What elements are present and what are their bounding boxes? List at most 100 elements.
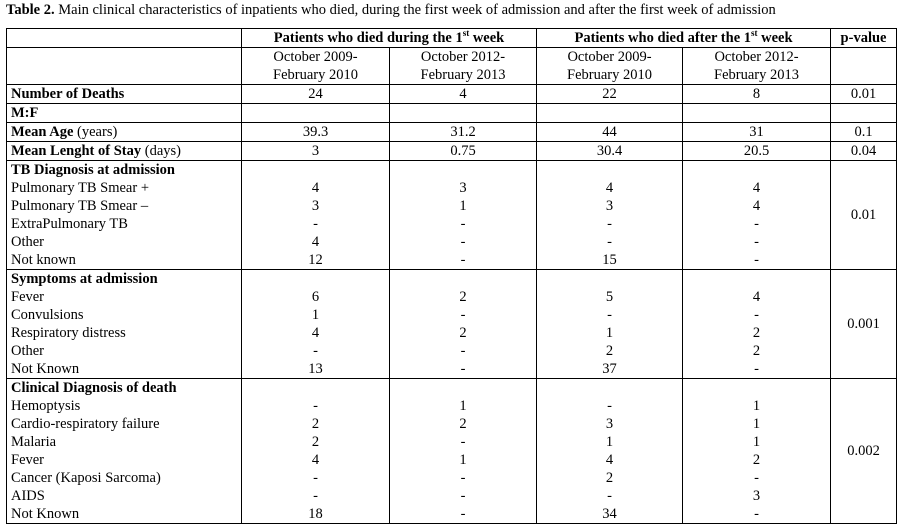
table-cell: 1 [459, 398, 467, 414]
section-title-spacer [394, 270, 532, 288]
item-label: Other [11, 234, 45, 250]
table-cell: 15 [602, 252, 617, 268]
table-cell: 13 [308, 361, 323, 377]
table-cell: 6 [311, 289, 320, 305]
section-column-1: - 2 2 4 - - 18 [241, 378, 390, 524]
table-cell: - [460, 216, 466, 232]
pvalue-cell [830, 103, 898, 123]
table-cell: - [460, 252, 466, 268]
section-column-4: 4 - 2 2 - [682, 269, 832, 379]
table-cell: 3 [605, 198, 614, 214]
table-cell: 2 [605, 343, 614, 359]
section-title-spacer [541, 270, 678, 288]
table-cell: 1 [752, 434, 761, 450]
table-cell: - [460, 434, 466, 450]
section-title-spacer [541, 379, 678, 397]
table-cell: 1 [752, 398, 761, 414]
item-label: Not Known [11, 506, 80, 522]
header-period-1: October 2009- February 2010 [241, 47, 390, 85]
pvalue-cell: 0.04 [830, 141, 898, 161]
table-cell: - [460, 234, 466, 250]
section-column-2: 1 2 - 1 - - - [388, 378, 538, 524]
item-label: ExtraPulmonary TB [11, 216, 128, 232]
table-cell: - [754, 470, 759, 486]
table-cell: - [460, 307, 466, 323]
table-cell: 2 [311, 434, 320, 450]
table-cell: - [460, 470, 466, 486]
table-cell: 20.5 [682, 141, 832, 161]
table-cell: 3 [459, 180, 467, 196]
table-cell: 2 [752, 452, 761, 468]
table-cell: - [313, 216, 318, 232]
table-cell: 4 [752, 198, 761, 214]
section-column-4: 1 1 1 2 - 3 - [682, 378, 832, 524]
header-period-3: October 2009- February 2010 [536, 47, 684, 85]
table-cell: - [754, 361, 759, 377]
section-title-spacer [394, 161, 532, 179]
row-number-of-deaths: Number of Deaths 24 4 22 8 0.01 [6, 84, 898, 104]
table-cell: - [460, 361, 466, 377]
section-title-spacer [394, 379, 532, 397]
section-column-2: 3 1 - - - [388, 160, 538, 270]
table-cell: 34 [602, 506, 617, 522]
item-label: Hemoptysis [11, 398, 81, 414]
table-cell: - [754, 234, 759, 250]
table-caption-text: Main clinical characteristics of inpatie… [54, 2, 776, 18]
row-label: Number of Deaths [6, 84, 242, 104]
item-label: Not Known [11, 361, 80, 377]
table-cell: - [460, 488, 466, 504]
table-cell: - [460, 343, 466, 359]
table-cell: 5 [605, 289, 614, 305]
table-cell: 0.75 [388, 141, 538, 161]
table-cell: - [607, 234, 612, 250]
table-cell: 2 [459, 416, 467, 432]
section-title-spacer [687, 161, 826, 179]
section-clinical-diagnosis: Clinical Diagnosis of death Hemoptysis Car… [6, 378, 898, 524]
table-cell: - [313, 343, 318, 359]
table-cell: 2 [752, 325, 761, 341]
table-cell: - [607, 216, 612, 232]
table-cell: 31 [682, 122, 832, 142]
section-column-3: 5 - 1 2 37 [536, 269, 684, 379]
item-label: Convulsions [11, 307, 84, 323]
table-cell: 2 [459, 325, 467, 341]
table-cell: 4 [311, 234, 320, 250]
table-cell: 4 [388, 84, 538, 104]
section-column-4: 4 4 - - - [682, 160, 832, 270]
table-cell [536, 103, 684, 123]
table-cell [682, 103, 832, 123]
table-cell: 8 [682, 84, 832, 104]
pvalue-cell: 0.001 [830, 269, 898, 379]
section-column-2: 2 - 2 - - [388, 269, 538, 379]
item-label: Pulmonary TB Smear – [11, 198, 149, 214]
table-cell: 18 [308, 506, 323, 522]
section-tb-diagnosis: TB Diagnosis at admission Pulmonary TB Sm… [6, 160, 898, 270]
table-cell: 2 [459, 289, 467, 305]
table-cell: - [313, 488, 318, 504]
row-mean-age: Mean Age (years) 39.3 31.2 44 31 0.1 [6, 122, 898, 142]
row-label: Mean Lenght of Stay (days) [6, 141, 242, 161]
section-title: Symptoms at admission [11, 271, 158, 287]
table-cell: 12 [308, 252, 323, 268]
pvalue-cell: 0.01 [830, 84, 898, 104]
table-cell: 4 [605, 180, 614, 196]
section-title-spacer [246, 161, 385, 179]
header-period-empty-cell [6, 47, 242, 85]
table-cell: 3 [311, 198, 320, 214]
table-cell: 4 [605, 452, 614, 468]
table-cell: 3 [605, 416, 614, 432]
item-label: Other [11, 343, 45, 359]
header-period-pvalue-empty-cell [830, 47, 898, 85]
row-mean-length-of-stay: Mean Lenght of Stay (days) 3 0.75 30.4 2… [6, 141, 898, 161]
table-cell: 4 [311, 180, 320, 196]
header-pvalue: p-value [830, 28, 898, 48]
section-title-spacer [687, 270, 826, 288]
section-title-spacer [541, 161, 678, 179]
table-cell: 1 [752, 416, 761, 432]
item-label: Respiratory distress [11, 325, 126, 341]
section-symptoms: Symptoms at admission Fever Convulsions Res… [6, 269, 898, 379]
table-cell: - [754, 252, 759, 268]
table-cell: 1 [605, 434, 614, 450]
table-cell: 31.2 [388, 122, 538, 142]
table-cell: 37 [602, 361, 617, 377]
